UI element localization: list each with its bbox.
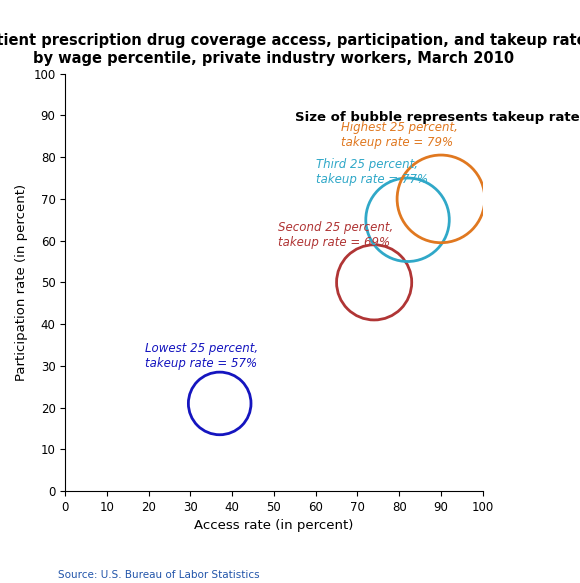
Text: Third 25 percent,
takeup rate = 77%: Third 25 percent, takeup rate = 77%: [316, 159, 428, 187]
Y-axis label: Participation rate (in percent): Participation rate (in percent): [14, 184, 28, 381]
Text: Size of bubble represents takeup rate: Size of bubble represents takeup rate: [295, 111, 579, 124]
Text: Highest 25 percent,
takeup rate = 79%: Highest 25 percent, takeup rate = 79%: [340, 121, 458, 149]
X-axis label: Access rate (in percent): Access rate (in percent): [194, 519, 354, 532]
Title: Outpatient prescription drug coverage access, participation, and takeup rates,
b: Outpatient prescription drug coverage ac…: [0, 33, 580, 65]
Text: Source: U.S. Bureau of Labor Statistics: Source: U.S. Bureau of Labor Statistics: [58, 570, 260, 580]
Text: Second 25 percent,
takeup rate = 69%: Second 25 percent, takeup rate = 69%: [278, 221, 393, 249]
Text: Lowest 25 percent,
takeup rate = 57%: Lowest 25 percent, takeup rate = 57%: [144, 342, 258, 370]
